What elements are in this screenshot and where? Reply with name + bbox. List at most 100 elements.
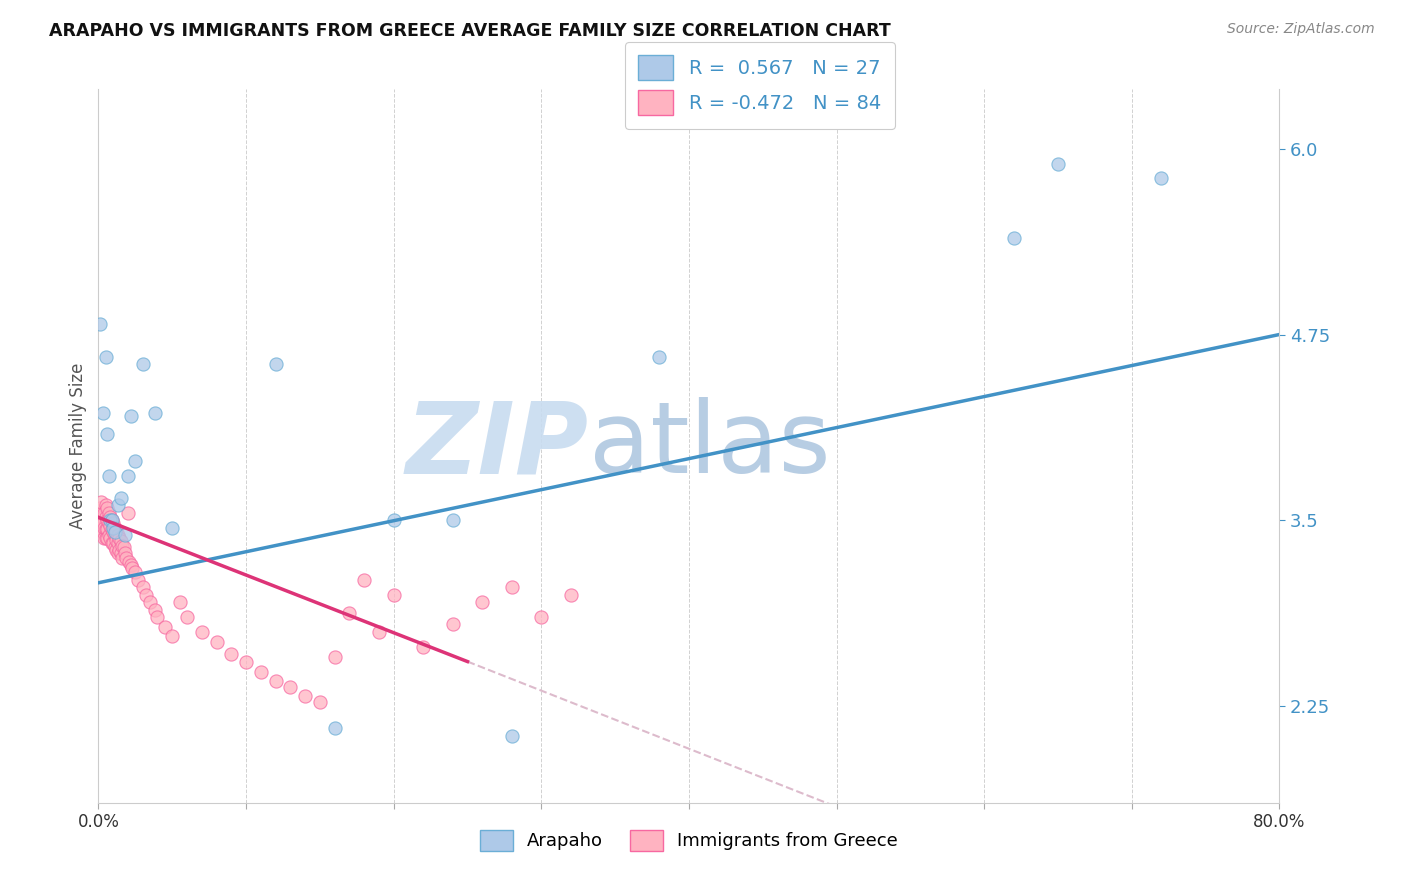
Point xyxy=(100,513,122,527)
Point xyxy=(135,588,157,602)
Point xyxy=(93,521,115,535)
Point xyxy=(382,513,405,527)
Point xyxy=(118,555,141,569)
Point xyxy=(127,573,149,587)
Point xyxy=(96,522,118,536)
Point xyxy=(294,689,316,703)
Point xyxy=(98,519,121,533)
Point xyxy=(221,647,243,661)
Point xyxy=(264,673,287,688)
Point xyxy=(108,543,131,558)
Point xyxy=(1002,231,1025,245)
Point xyxy=(121,561,143,575)
Point xyxy=(1150,171,1173,186)
Point xyxy=(117,506,139,520)
Point xyxy=(97,528,120,542)
Point xyxy=(100,522,122,536)
Point xyxy=(162,629,183,643)
Point xyxy=(107,546,129,560)
Point xyxy=(89,317,111,331)
Point xyxy=(280,680,302,694)
Point xyxy=(90,495,112,509)
Text: ARAPAHO VS IMMIGRANTS FROM GREECE AVERAGE FAMILY SIZE CORRELATION CHART: ARAPAHO VS IMMIGRANTS FROM GREECE AVERAG… xyxy=(49,22,891,40)
Point xyxy=(143,406,166,420)
Point xyxy=(97,506,120,520)
Point xyxy=(501,580,523,594)
Point xyxy=(91,525,114,540)
Point xyxy=(648,350,671,364)
Point xyxy=(176,610,198,624)
Point xyxy=(91,510,114,524)
Y-axis label: Average Family Size: Average Family Size xyxy=(69,363,87,529)
Point xyxy=(105,533,128,547)
Point xyxy=(382,588,405,602)
Point xyxy=(98,531,121,545)
Point xyxy=(107,528,129,542)
Point xyxy=(339,606,361,620)
Point xyxy=(98,513,121,527)
Point xyxy=(111,539,134,553)
Text: atlas: atlas xyxy=(589,398,830,494)
Point xyxy=(103,535,125,549)
Point xyxy=(110,491,132,505)
Point xyxy=(120,409,142,424)
Point xyxy=(94,350,117,364)
Point xyxy=(530,610,553,624)
Point xyxy=(94,510,117,524)
Point xyxy=(96,427,118,442)
Point xyxy=(132,357,155,371)
Point xyxy=(250,665,273,679)
Point xyxy=(105,524,128,538)
Point xyxy=(441,513,464,527)
Point xyxy=(110,534,132,549)
Legend: Arapaho, Immigrants from Greece: Arapaho, Immigrants from Greece xyxy=(472,822,905,858)
Point xyxy=(98,510,121,524)
Point xyxy=(100,535,122,549)
Point xyxy=(112,540,135,554)
Point xyxy=(94,531,117,545)
Point xyxy=(153,620,176,634)
Point xyxy=(107,499,129,513)
Point xyxy=(94,499,117,513)
Point xyxy=(96,531,118,545)
Point xyxy=(1046,156,1070,170)
Point xyxy=(124,454,146,468)
Point xyxy=(560,588,582,602)
Point xyxy=(309,695,332,709)
Point xyxy=(107,535,129,549)
Point xyxy=(104,528,127,542)
Point xyxy=(104,540,127,554)
Point xyxy=(108,531,131,545)
Point xyxy=(169,595,191,609)
Point xyxy=(89,510,111,524)
Point xyxy=(110,546,132,560)
Point xyxy=(91,406,114,420)
Point xyxy=(132,580,155,594)
Point xyxy=(96,501,118,516)
Point xyxy=(91,516,114,531)
Point xyxy=(114,546,136,560)
Point xyxy=(93,531,115,545)
Point xyxy=(94,522,117,536)
Point xyxy=(205,635,228,649)
Point xyxy=(90,506,112,520)
Text: Source: ZipAtlas.com: Source: ZipAtlas.com xyxy=(1227,22,1375,37)
Point xyxy=(441,617,464,632)
Point xyxy=(103,516,125,531)
Point xyxy=(104,525,127,540)
Point xyxy=(89,501,111,516)
Point xyxy=(90,521,112,535)
Point xyxy=(501,729,523,743)
Text: ZIP: ZIP xyxy=(405,398,589,494)
Point xyxy=(96,513,118,527)
Point xyxy=(103,521,125,535)
Point xyxy=(143,602,166,616)
Point xyxy=(139,595,162,609)
Point xyxy=(471,595,494,609)
Point xyxy=(103,525,125,540)
Point xyxy=(97,516,120,531)
Point xyxy=(111,550,134,565)
Point xyxy=(191,624,214,639)
Point xyxy=(120,558,142,572)
Point xyxy=(117,468,139,483)
